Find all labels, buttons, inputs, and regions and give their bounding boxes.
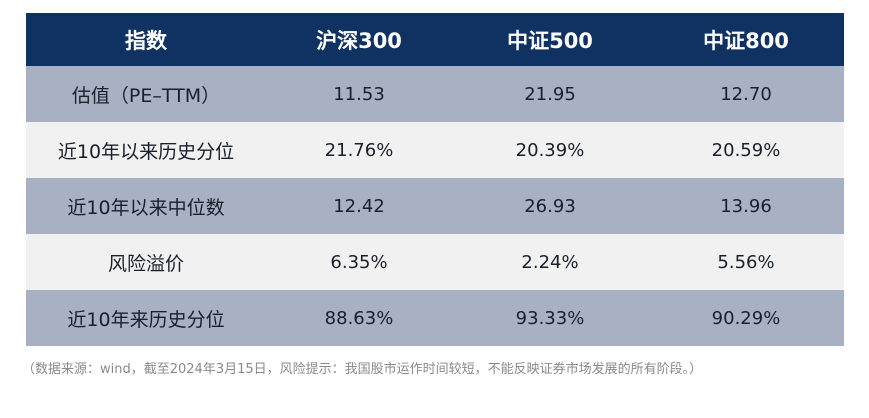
table-row: 近10年以来中位数 12.42 26.93 13.96 xyxy=(26,178,844,234)
cell-value: 88.63% xyxy=(324,307,394,329)
cell-value: 20.59% xyxy=(711,139,781,161)
cell-value: 93.33% xyxy=(515,307,585,329)
source-footnote: （数据来源：wind，截至2024年3月15日，风险提示：我国股市运作时间较短，… xyxy=(22,362,703,377)
cell-value: 21.95 xyxy=(524,83,576,105)
cell-value: 20.39% xyxy=(515,139,585,161)
cell-value: 5.56% xyxy=(717,251,775,273)
valuation-table: 指数 沪深300 中证500 中证800 估值（PE–TTM） 11.53 21… xyxy=(26,13,844,346)
header-hs300: 沪深300 xyxy=(316,28,402,53)
cell-value: 12.70 xyxy=(720,83,772,105)
header-zz800: 中证800 xyxy=(703,28,789,53)
cell-value: 6.35% xyxy=(330,251,388,273)
valuation-table-container: 指数 沪深300 中证500 中证800 估值（PE–TTM） 11.53 21… xyxy=(26,13,844,346)
row-label: 风险溢价 xyxy=(107,252,184,275)
cell-value: 2.24% xyxy=(521,251,579,273)
header-index: 指数 xyxy=(125,28,167,53)
table-row: 近10年来历史分位 88.63% 93.33% 90.29% xyxy=(26,290,844,346)
table-header-row: 指数 沪深300 中证500 中证800 xyxy=(26,13,844,66)
cell-value: 11.53 xyxy=(333,83,385,105)
table-row: 近10年以来历史分位 21.76% 20.39% 20.59% xyxy=(26,122,844,178)
header-zz500: 中证500 xyxy=(507,28,593,53)
row-label: 估值（PE–TTM） xyxy=(71,84,221,107)
cell-value: 26.93 xyxy=(524,195,576,217)
row-label: 近10年以来中位数 xyxy=(67,196,225,219)
cell-value: 13.96 xyxy=(720,195,772,217)
cell-value: 12.42 xyxy=(333,195,385,217)
row-label: 近10年以来历史分位 xyxy=(57,140,235,163)
row-label: 近10年来历史分位 xyxy=(67,308,225,331)
cell-value: 90.29% xyxy=(711,307,781,329)
table-row: 风险溢价 6.35% 2.24% 5.56% xyxy=(26,234,844,290)
cell-value: 21.76% xyxy=(324,139,394,161)
table-row: 估值（PE–TTM） 11.53 21.95 12.70 xyxy=(26,66,844,122)
